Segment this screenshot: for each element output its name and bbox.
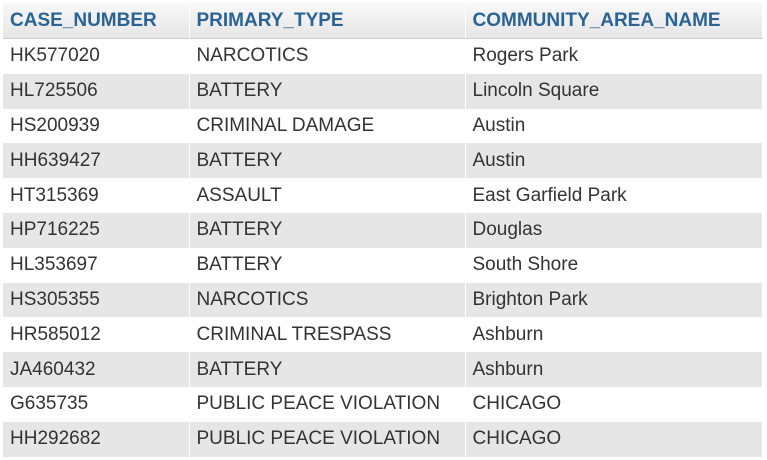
cell-community-area-name: South Shore xyxy=(465,247,763,283)
cell-case-number: HP716225 xyxy=(3,212,190,248)
cell-case-number: G635735 xyxy=(3,386,190,422)
cell-community-area-name: Austin xyxy=(465,108,763,144)
cell-case-number: HH639427 xyxy=(3,143,190,179)
table-row: HL725506 BATTERY Lincoln Square xyxy=(3,73,763,109)
cell-case-number: HH292682 xyxy=(3,421,190,457)
cell-primary-type: BATTERY xyxy=(189,143,466,179)
cell-community-area-name: Ashburn xyxy=(465,352,763,387)
column-header-primary-type[interactable]: PRIMARY_TYPE xyxy=(189,3,466,39)
cell-case-number: JA460432 xyxy=(3,352,190,387)
cell-case-number: HS200939 xyxy=(3,108,190,144)
cell-community-area-name: Lincoln Square xyxy=(465,73,763,109)
table-row: G635735 PUBLIC PEACE VIOLATION CHICAGO xyxy=(3,386,763,422)
cell-primary-type: PUBLIC PEACE VIOLATION xyxy=(189,386,466,422)
column-header-community-area-name[interactable]: COMMUNITY_AREA_NAME xyxy=(465,3,763,39)
column-header-case-number[interactable]: CASE_NUMBER xyxy=(3,3,190,39)
cell-community-area-name: Austin xyxy=(465,143,763,179)
cell-primary-type: NARCOTICS xyxy=(189,38,466,74)
table-row: HP716225 BATTERY Douglas xyxy=(3,212,763,248)
cell-primary-type: BATTERY xyxy=(189,247,466,283)
cell-primary-type: BATTERY xyxy=(189,212,466,248)
table-row: HH639427 BATTERY Austin xyxy=(3,143,763,179)
cell-case-number: HS305355 xyxy=(3,282,190,318)
cell-primary-type: CRIMINAL DAMAGE xyxy=(189,108,466,144)
cell-case-number: HK577020 xyxy=(3,38,190,74)
cell-primary-type: BATTERY xyxy=(189,352,466,387)
table-row: HS305355 NARCOTICS Brighton Park xyxy=(3,282,763,318)
cell-community-area-name: Douglas xyxy=(465,212,763,248)
table-row: HL353697 BATTERY South Shore xyxy=(3,247,763,283)
cell-case-number: HL353697 xyxy=(3,247,190,283)
header-row: CASE_NUMBER PRIMARY_TYPE COMMUNITY_AREA_… xyxy=(3,3,763,39)
cell-case-number: HT315369 xyxy=(3,178,190,213)
cell-case-number: HR585012 xyxy=(3,317,190,353)
cell-primary-type: NARCOTICS xyxy=(189,282,466,318)
cell-primary-type: ASSAULT xyxy=(189,178,466,213)
cell-community-area-name: East Garfield Park xyxy=(465,178,763,213)
table-row: HR585012 CRIMINAL TRESPASS Ashburn xyxy=(3,317,763,353)
table-row: JA460432 BATTERY Ashburn xyxy=(3,352,763,387)
cell-community-area-name: CHICAGO xyxy=(465,386,763,422)
table-row: HT315369 ASSAULT East Garfield Park xyxy=(3,178,763,213)
cell-case-number: HL725506 xyxy=(3,73,190,109)
table-row: HK577020 NARCOTICS Rogers Park xyxy=(3,38,763,74)
cell-community-area-name: Brighton Park xyxy=(465,282,763,318)
cell-community-area-name: Rogers Park xyxy=(465,38,763,74)
table-row: HH292682 PUBLIC PEACE VIOLATION CHICAGO xyxy=(3,421,763,457)
cell-primary-type: CRIMINAL TRESPASS xyxy=(189,317,466,353)
table-row: HS200939 CRIMINAL DAMAGE Austin xyxy=(3,108,763,144)
cell-primary-type: BATTERY xyxy=(189,73,466,109)
query-result-table: CASE_NUMBER PRIMARY_TYPE COMMUNITY_AREA_… xyxy=(3,3,763,457)
cell-community-area-name: Ashburn xyxy=(465,317,763,353)
cell-primary-type: PUBLIC PEACE VIOLATION xyxy=(189,421,466,457)
cell-community-area-name: CHICAGO xyxy=(465,421,763,457)
